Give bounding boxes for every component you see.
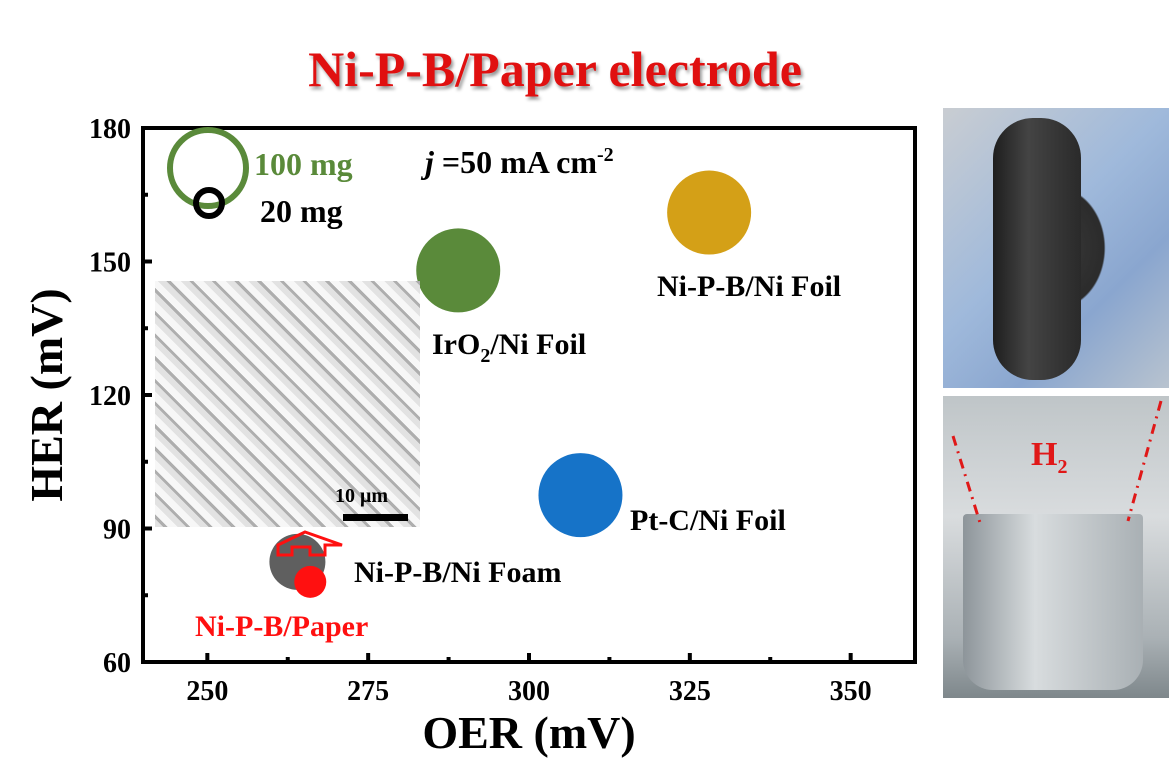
label-ni-p-b-ni-foam: Ni-P-B/Ni Foam xyxy=(354,556,561,589)
x-axis-label: OER (mV) xyxy=(422,707,635,758)
scale-bar xyxy=(343,514,408,521)
y-axis-label: HER (mV) xyxy=(21,288,72,501)
point-iro2-ni-foil xyxy=(416,228,501,313)
paper-cylinder xyxy=(963,514,1143,690)
label-ni-p-b-ni-foil: Ni-P-B/Ni Foil xyxy=(657,270,841,303)
label-pt-c-ni-foil: Pt-C/Ni Foil xyxy=(630,504,786,537)
point-ni-p-b-paper xyxy=(294,565,327,598)
label-iro2-ni-foil: IrO2/Ni Foil xyxy=(432,328,586,367)
y-tick-label: 150 xyxy=(89,248,131,279)
mass-legend-20mg-label: 20 mg xyxy=(260,193,343,229)
guide-line-left xyxy=(951,435,983,527)
h2-label: H2 xyxy=(1031,436,1067,479)
rolled-paper-photo xyxy=(943,108,1169,388)
scale-bar-label: 10 μm xyxy=(335,485,388,507)
y-tick-label: 180 xyxy=(89,114,131,145)
mass-legend-100mg-marker xyxy=(167,127,249,209)
gas-guide-lines xyxy=(951,400,1163,527)
rolled-electrode xyxy=(993,118,1081,380)
point-pt-c-ni-foil xyxy=(538,453,623,538)
x-tick-label: 350 xyxy=(830,676,872,707)
y-tick-label: 120 xyxy=(89,381,131,412)
h2-label-main: H xyxy=(1031,436,1058,473)
point-ni-p-b-ni-foil xyxy=(667,170,752,255)
sem-inset-image: 10 μm xyxy=(155,281,420,527)
current-density-annotation: j =50 mA cm-2 xyxy=(420,144,614,180)
y-tick-label: 60 xyxy=(103,648,131,679)
x-tick-label: 275 xyxy=(347,676,389,707)
figure-title: Ni-P-B/Paper electrode xyxy=(308,41,802,97)
x-tick-label: 325 xyxy=(669,676,711,707)
x-tick-label: 300 xyxy=(508,676,550,707)
mass-legend-20mg-marker xyxy=(193,187,225,219)
electrode-in-water-photo: H2 xyxy=(943,396,1169,698)
guide-line-right xyxy=(1126,400,1163,522)
h2-label-sub: 2 xyxy=(1057,455,1068,478)
up-arrow-icon xyxy=(276,530,343,557)
y-tick-label: 90 xyxy=(103,515,131,546)
x-tick-label: 250 xyxy=(186,676,228,707)
label-ni-p-b-paper: Ni-P-B/Paper xyxy=(195,610,368,643)
mass-legend-100mg-label: 100 mg xyxy=(254,146,353,182)
